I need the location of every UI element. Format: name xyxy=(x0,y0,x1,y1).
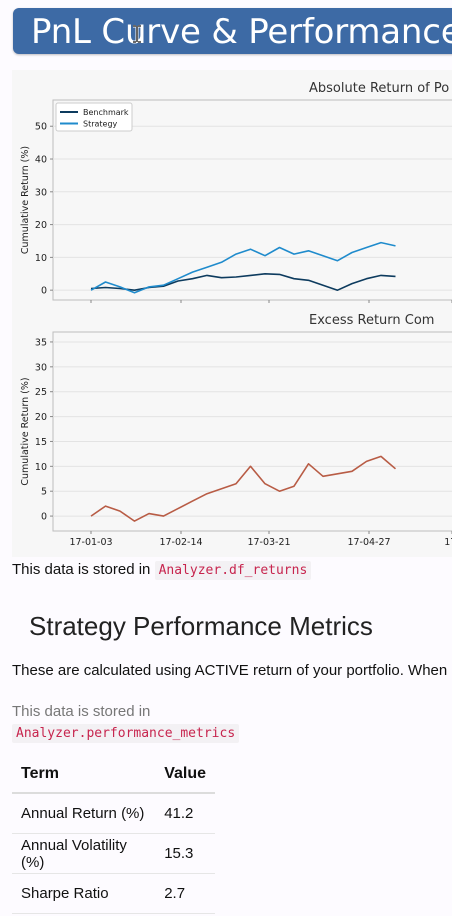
y-axis-label: Cumulative Return (%) xyxy=(20,146,31,254)
pnl-figure: 0 10 20 30 40 50 Absolute Return of Po Cumulati… xyxy=(12,70,452,557)
y-tick-label: 10 xyxy=(35,462,47,473)
y-tick-label: 30 xyxy=(35,362,47,373)
y-tick-label: 30 xyxy=(35,187,47,198)
returns-storage-code: Analyzer.df_returns xyxy=(154,561,312,580)
metrics-heading: Strategy Performance Metrics xyxy=(29,611,373,641)
y-axis-label: Cumulative Return (%) xyxy=(20,377,31,485)
page-title: PnL Curve & Performance Metrics xyxy=(31,12,452,52)
table-row: Sharpe Ratio 2.7 xyxy=(12,873,215,914)
table-row: Annual Volatility (%) 15.3 xyxy=(12,833,215,874)
column-header-term: Term xyxy=(12,756,156,794)
metric-term: Annual Volatility (%) xyxy=(12,833,156,874)
column-header-value: Value xyxy=(155,756,215,794)
metrics-table: Term Value Annual Return (%) 41.2 Annual… xyxy=(12,756,215,914)
x-tick-label: 17-02-14 xyxy=(159,537,202,548)
metrics-description: These are calculated using ACTIVE return… xyxy=(12,662,452,679)
metric-term: Sharpe Ratio xyxy=(12,873,156,914)
metric-term: Annual Return (%) xyxy=(12,793,156,834)
returns-storage-note: This data is stored in Analyzer.df_retur… xyxy=(12,561,312,580)
chart-title: Absolute Return of Po xyxy=(309,81,449,96)
y-tick-label: 0 xyxy=(41,286,47,297)
page-header-banner: PnL Curve & Performance Metrics xyxy=(13,8,452,54)
x-tick-label: 17-03-21 xyxy=(247,537,290,548)
y-tick-label: 35 xyxy=(35,337,47,348)
series-line-benchmark xyxy=(90,273,396,291)
metric-value: 2.7 xyxy=(155,873,215,914)
legend-label: Benchmark xyxy=(83,108,129,117)
legend-label: Strategy xyxy=(83,120,118,129)
y-tick-label: 50 xyxy=(35,122,47,133)
y-tick-label: 0 xyxy=(41,512,47,523)
x-tick-label: 17- xyxy=(444,537,452,548)
plot-area xyxy=(52,331,452,532)
y-tick-label: 15 xyxy=(35,437,47,448)
metric-value: 15.3 xyxy=(155,833,215,874)
metrics-storage-code-wrap: Analyzer.performance_metrics xyxy=(12,724,240,743)
series-line-strategy xyxy=(90,241,396,294)
metric-value: 41.2 xyxy=(155,793,215,834)
plot-area xyxy=(52,99,452,301)
y-tick-label: 20 xyxy=(35,412,47,423)
y-tick-label: 40 xyxy=(35,155,47,166)
returns-storage-label: This data is stored in xyxy=(12,561,151,578)
y-tick-label: 10 xyxy=(35,253,47,264)
y-tick-label: 25 xyxy=(35,387,47,398)
table-row: Annual Return (%) 41.2 xyxy=(12,793,215,834)
text-cursor-icon xyxy=(133,25,141,43)
metrics-storage-label: This data is stored in xyxy=(12,703,151,720)
x-tick-label: 17-01-03 xyxy=(69,537,112,548)
table-header-row: Term Value xyxy=(12,756,215,794)
y-tick-label: 20 xyxy=(35,220,47,231)
series-line-excess xyxy=(90,455,397,522)
metrics-storage-code: Analyzer.performance_metrics xyxy=(12,724,240,743)
y-tick-label: 5 xyxy=(41,487,47,498)
chart-title: Excess Return Com xyxy=(309,313,434,328)
x-tick-label: 17-04-27 xyxy=(347,537,390,548)
